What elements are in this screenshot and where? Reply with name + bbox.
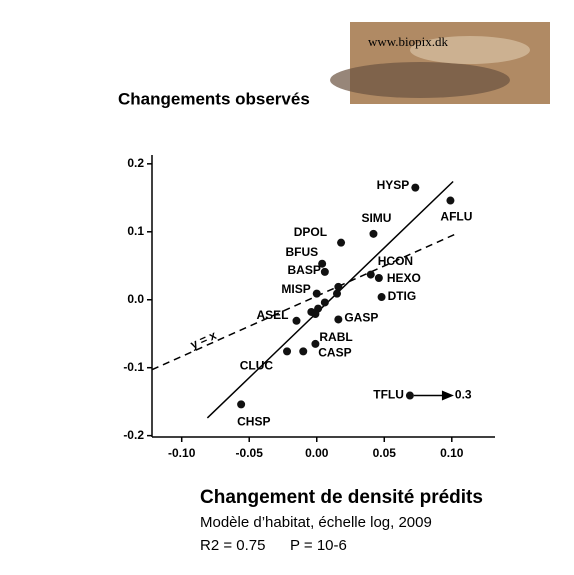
point-label: DTIG	[388, 289, 417, 303]
point-label: HCON	[378, 254, 413, 268]
subtitle: Modèle d’habitat, échelle log, 2009	[200, 514, 432, 531]
point	[320, 298, 329, 307]
point	[318, 259, 327, 268]
point	[283, 347, 292, 356]
identity-line	[151, 233, 455, 371]
point	[369, 229, 378, 238]
y-tick-label: 0.2	[127, 156, 144, 170]
point-label: RABL	[319, 330, 352, 344]
point	[299, 347, 308, 356]
point	[320, 267, 329, 276]
logo-shape	[410, 36, 530, 64]
logo-shape	[330, 62, 510, 98]
point	[366, 270, 375, 279]
point-label: HEXO	[387, 271, 421, 285]
point	[377, 293, 386, 302]
point-label: CHSP	[237, 415, 270, 429]
point	[334, 315, 343, 324]
point	[411, 183, 420, 192]
point	[337, 238, 346, 247]
y-tick-label: -0.1	[123, 360, 144, 374]
point	[334, 282, 343, 291]
point-label: CASP	[318, 346, 351, 360]
point	[446, 196, 455, 205]
point	[312, 289, 321, 298]
point-label: TFLU	[373, 388, 404, 402]
x-tick-label: 0.05	[373, 446, 397, 460]
x-tick-label: 0.10	[440, 446, 464, 460]
stat: P = 10-6	[290, 537, 347, 554]
x-tick-label: 0.00	[305, 446, 329, 460]
y-tick-label: 0.0	[127, 292, 144, 306]
point	[405, 391, 414, 400]
y-tick-label: -0.2	[123, 428, 144, 442]
point-label: MISP	[281, 282, 310, 296]
point-label: BFUS	[285, 245, 318, 259]
point	[311, 339, 320, 348]
regression-line	[206, 180, 454, 419]
x-axis-label: Changement de densité prédits	[200, 487, 483, 508]
point-label: AFLU	[440, 210, 472, 224]
point-label: HYSP	[377, 178, 410, 192]
point-label: DPOL	[294, 225, 327, 239]
x-tick-label: -0.10	[168, 446, 196, 460]
stat: R2 = 0.75	[200, 537, 265, 554]
offscale-label: 0.3	[455, 388, 472, 402]
point	[292, 316, 301, 325]
point	[333, 289, 342, 298]
point-label: BASP	[288, 263, 321, 277]
point-label: CLUC	[240, 359, 274, 373]
point-label: GASP	[344, 311, 378, 325]
logo-text: www.biopix.dk	[368, 34, 449, 49]
point	[237, 400, 246, 409]
chart-title: Changements observés	[118, 89, 310, 108]
point-label: ASEL	[256, 308, 288, 322]
arrow-head	[441, 390, 454, 401]
point	[374, 273, 383, 282]
line-label: y = x	[188, 328, 219, 352]
point	[311, 310, 320, 319]
x-tick-label: -0.05	[236, 446, 264, 460]
y-tick-label: 0.1	[127, 224, 144, 238]
point-label: SIMU	[361, 211, 391, 225]
